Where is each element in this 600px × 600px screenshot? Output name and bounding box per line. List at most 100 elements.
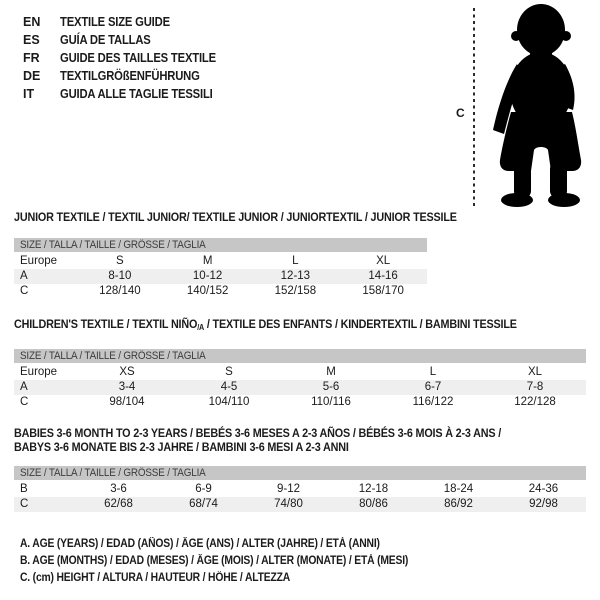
language-code: EN: [23, 15, 41, 29]
language-row: EN TEXTILE SIZE GUIDE: [23, 13, 233, 31]
height-cell: 128/140: [99, 285, 141, 297]
height-cell: 104/110: [208, 396, 250, 408]
size-header-text: SIZE / TALLA / TAILLE / GRÖSSE / TAGLIA: [20, 239, 206, 251]
language-row: DE TEXTILGRÖßENFÜHRUNG: [23, 67, 233, 85]
size-header-bar: SIZE / TALLA / TAILLE / GRÖSSE / TAGLIA: [14, 466, 586, 480]
size-cell: M: [202, 255, 213, 267]
row-label: Europe: [20, 366, 58, 378]
size-cell: XS: [119, 366, 135, 378]
language-title: GUIDE DES TAILLES TEXTILE: [60, 51, 216, 65]
row-label: C: [20, 396, 29, 408]
height-dimension-line: [473, 8, 475, 207]
size-cell: L: [429, 366, 437, 378]
section-title-line1: BABIES 3-6 MONTH TO 2-3 YEARS / BEBÉS 3-…: [14, 426, 586, 440]
table-row-height: C 98/104 104/110 110/116 116/122 122/128: [14, 395, 586, 410]
section-title-subscript: /A: [197, 323, 205, 332]
language-title: GUÍA DE TALLAS: [60, 33, 151, 47]
age-cell: 6-7: [424, 381, 442, 393]
size-cell: XL: [376, 255, 391, 267]
section-title-text: BABYS 3-6 MONATE BIS 2-3 JAHRE / BAMBINI…: [14, 440, 349, 454]
language-title: GUIDA ALLE TAGLIE TESSILI: [60, 87, 213, 101]
height-cell: 80/86: [359, 498, 388, 510]
language-row: FR GUIDE DES TAILLES TEXTILE: [23, 49, 233, 67]
note-text: B. AGE (MONTHS) / EDAD (MESES) / ÂGE (MO…: [20, 555, 409, 567]
baby-silhouette-icon: [493, 4, 582, 207]
height-cell: 122/128: [514, 396, 556, 408]
language-title: TEXTILGRÖßENFÜHRUNG: [60, 69, 200, 83]
age-cell: 14-16: [368, 270, 398, 282]
section-title-text: JUNIOR TEXTILE / TEXTIL JUNIOR/ TEXTILE …: [14, 210, 457, 224]
section-babies-textile: BABIES 3-6 MONTH TO 2-3 YEARS / BEBÉS 3-…: [14, 426, 586, 512]
size-cell: L: [292, 255, 299, 267]
language-title-block: EN TEXTILE SIZE GUIDE ES GUÍA DE TALLAS …: [23, 13, 233, 103]
months-cell: 18-24: [443, 483, 474, 495]
row-label: B: [20, 483, 28, 495]
row-label: A: [20, 270, 28, 282]
table-row-europe: Europe XS S M L XL: [14, 365, 586, 380]
height-cell: 116/122: [412, 396, 454, 408]
months-cell: 24-36: [528, 483, 559, 495]
height-cell: 86/92: [444, 498, 473, 510]
section-title-line2: BABYS 3-6 MONATE BIS 2-3 JAHRE / BAMBINI…: [14, 440, 586, 454]
height-cell: 152/158: [274, 285, 317, 297]
section-title-text: CHILDREN'S TEXTILE / TEXTIL NIÑO/A / TEX…: [14, 317, 517, 335]
size-cell: M: [326, 366, 336, 378]
height-cell: 92/98: [529, 498, 558, 510]
babies-size-table: B 3-6 6-9 9-12 12-18 18-24 24-36 C 62/68…: [14, 482, 586, 512]
age-cell: 7-8: [526, 381, 544, 393]
language-code: FR: [23, 51, 40, 65]
size-cell: S: [225, 366, 233, 378]
age-cell: 4-5: [220, 381, 238, 393]
age-cell: 12-13: [280, 270, 311, 282]
size-header-bar: SIZE / TALLA / TAILLE / GRÖSSE / TAGLIA: [14, 349, 586, 363]
table-row-months: B 3-6 6-9 9-12 12-18 18-24 24-36: [14, 482, 586, 497]
height-cell: 158/170: [362, 285, 404, 297]
size-header-text: SIZE / TALLA / TAILLE / GRÖSSE / TAGLIA: [20, 350, 206, 362]
table-row-height: C 128/140 140/152 152/158 158/170: [14, 284, 427, 299]
age-cell: 3-4: [118, 381, 136, 393]
row-label: A: [20, 381, 28, 393]
size-header-text: SIZE / TALLA / TAILLE / GRÖSSE / TAGLIA: [20, 467, 206, 479]
note-text: A. AGE (YEARS) / EDAD (AÑOS) / ÂGE (ANS)…: [20, 538, 380, 550]
language-code: DE: [23, 69, 41, 83]
children-size-table: Europe XS S M L XL A 3-4 4-5 5-6 6-7 7-8…: [14, 365, 586, 410]
language-title: TEXTILE SIZE GUIDE: [60, 15, 170, 29]
table-row-europe: Europe S M L XL: [14, 254, 427, 269]
height-dimension-label: C: [456, 106, 465, 120]
language-row: ES GUÍA DE TALLAS: [23, 31, 233, 49]
height-cell: 74/80: [274, 498, 303, 510]
size-header-bar: SIZE / TALLA / TAILLE / GRÖSSE / TAGLIA: [14, 238, 427, 252]
age-cell: 8-10: [108, 270, 132, 282]
row-label: C: [20, 285, 29, 297]
note-age-years: A. AGE (YEARS) / EDAD (AÑOS) / ÂGE (ANS)…: [20, 536, 586, 553]
language-code: IT: [23, 87, 35, 101]
section-title-text: BABIES 3-6 MONTH TO 2-3 YEARS / BEBÉS 3-…: [14, 426, 502, 440]
months-cell: 12-18: [358, 483, 389, 495]
section-title-part2: / TEXTILE DES ENFANTS / KINDERTEXTIL / B…: [204, 317, 517, 331]
height-cell: 140/152: [186, 285, 229, 297]
junior-size-table: Europe S M L XL A 8-10 10-12 12-13 14-16…: [14, 254, 427, 299]
table-row-height: C 62/68 68/74 74/80 80/86 86/92 92/98: [14, 497, 586, 512]
size-guide-sections: JUNIOR TEXTILE / TEXTIL JUNIOR/ TEXTILE …: [14, 210, 586, 587]
note-height-cm: C. (cm) HEIGHT / ALTURA / HAUTEUR / HÖHE…: [20, 570, 586, 587]
legend-notes: A. AGE (YEARS) / EDAD (AÑOS) / ÂGE (ANS)…: [14, 536, 586, 587]
section-title-part1: CHILDREN'S TEXTILE / TEXTIL NIÑO: [14, 317, 198, 331]
months-cell: 9-12: [276, 483, 301, 495]
row-label: C: [20, 498, 29, 510]
language-row: IT GUIDA ALLE TAGLIE TESSILI: [23, 85, 233, 103]
size-cell: XL: [527, 366, 543, 378]
note-age-months: B. AGE (MONTHS) / EDAD (MESES) / ÂGE (MO…: [20, 553, 586, 570]
height-cell: 68/74: [189, 498, 218, 510]
row-label: Europe: [20, 255, 58, 267]
section-title: CHILDREN'S TEXTILE / TEXTIL NIÑO/A / TEX…: [14, 317, 586, 335]
section-junior-textile: JUNIOR TEXTILE / TEXTIL JUNIOR/ TEXTILE …: [14, 210, 586, 299]
height-cell: 62/68: [104, 498, 133, 510]
months-cell: 6-9: [195, 483, 212, 495]
language-code: ES: [23, 33, 40, 47]
age-cell: 5-6: [322, 381, 340, 393]
size-cell: S: [116, 255, 124, 267]
section-title: JUNIOR TEXTILE / TEXTIL JUNIOR/ TEXTILE …: [14, 210, 586, 224]
height-cell: 110/116: [311, 396, 351, 408]
section-children-textile: CHILDREN'S TEXTILE / TEXTIL NIÑO/A / TEX…: [14, 317, 586, 410]
table-row-age: A 3-4 4-5 5-6 6-7 7-8: [14, 380, 586, 395]
